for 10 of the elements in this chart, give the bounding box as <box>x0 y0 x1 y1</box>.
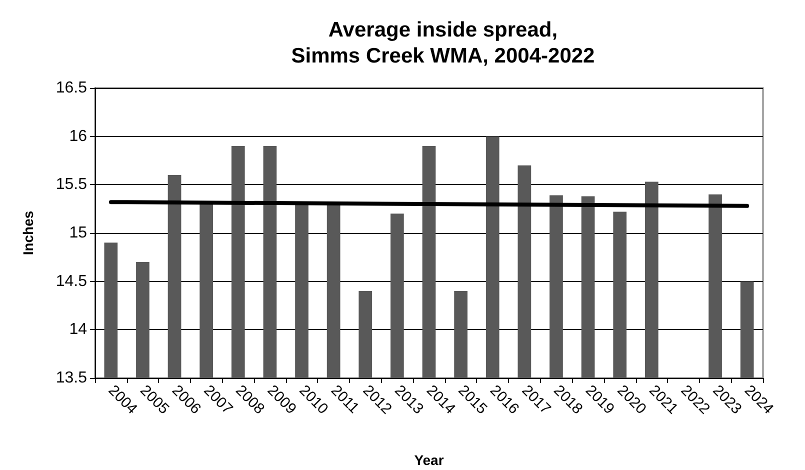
y-tick-label: 13.5 <box>56 370 88 386</box>
y-tick-label: 15 <box>69 224 88 242</box>
y-tick-label: 14.5 <box>56 272 88 290</box>
y-tick-label: 15.5 <box>56 176 88 194</box>
x-axis-title: Year <box>414 452 444 468</box>
chart-title: Average inside spread, Simms Creek WMA, 2004-2022 <box>291 18 595 68</box>
y-tick-label: 16 <box>69 128 88 145</box>
y-axis-title: Inches <box>20 210 36 256</box>
y-tick-label: 14 <box>69 321 88 338</box>
y-tick-label: 16.5 <box>56 80 88 96</box>
